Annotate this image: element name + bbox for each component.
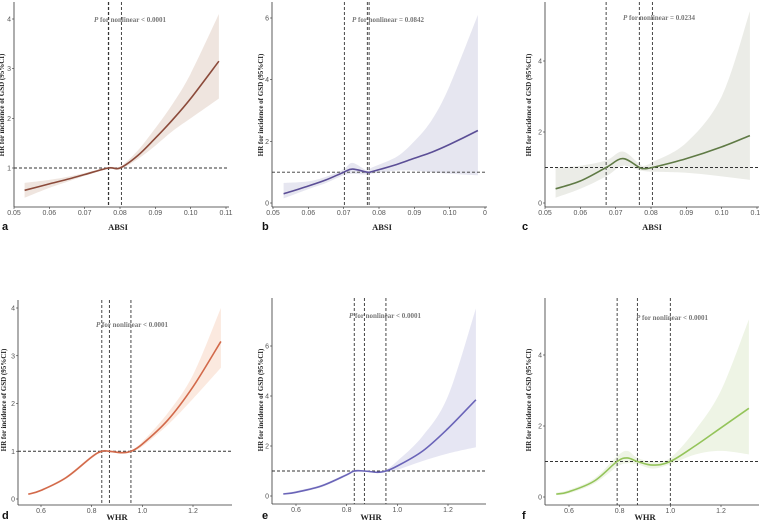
panel-letter: b bbox=[262, 221, 269, 233]
confidence-band bbox=[28, 308, 221, 496]
x-tick-label: 0.08 bbox=[372, 210, 386, 217]
x-axis-label: WHR bbox=[634, 512, 656, 521]
p-nonlinear-annotation: P for nonlinear < 0.0001 bbox=[636, 314, 708, 322]
y-tick-label: 4 bbox=[538, 353, 542, 360]
y-tick-label: 3 bbox=[11, 353, 15, 360]
y-tick-label: 4 bbox=[265, 77, 269, 84]
confidence-band bbox=[283, 308, 476, 495]
x-tick-label: 0.6 bbox=[564, 508, 574, 515]
panel-b: 0.05 0.06 0.07 0.08 0.09 0.10 0 0 2 4 6 ABSI HR for … bbox=[257, 2, 487, 233]
y-axis-label: HR for incidence of GSD (95%CI) bbox=[0, 348, 8, 451]
y-tick-label: 2 bbox=[538, 130, 542, 137]
panel-letter: d bbox=[2, 510, 9, 521]
y-axis-label: HR for incidence of GSD (95%CI) bbox=[257, 53, 265, 156]
x-tick-label: 0.8 bbox=[615, 508, 625, 515]
x-tick-label: 0.05 bbox=[7, 210, 21, 217]
y-tick-label: 0 bbox=[265, 201, 269, 208]
y-tick-label: 6 bbox=[265, 16, 269, 23]
x-tick-label: 0.8 bbox=[87, 508, 97, 515]
x-tick-label: 1.2 bbox=[188, 508, 198, 515]
panel-f: 0.6 0.8 1.0 1.2 0 2 4 WHR HR for incidence of GS… bbox=[522, 298, 759, 521]
panel-e: 0.6 0.8 1.0 1.2 0 2 4 6 WHR HR for incidence of G… bbox=[257, 298, 486, 521]
x-tick-label: 0.05 bbox=[266, 210, 280, 217]
y-tick-label: 0 bbox=[538, 495, 542, 502]
x-tick-label: 1.2 bbox=[716, 508, 726, 515]
x-tick-label: 0.6 bbox=[36, 508, 46, 515]
p-nonlinear-annotation: P for nonlinear = 0.0234 bbox=[623, 14, 695, 22]
y-tick-label: 2 bbox=[265, 139, 269, 146]
y-tick-label: 3 bbox=[7, 66, 11, 73]
y-tick-label: 0 bbox=[265, 494, 269, 501]
panel-letter: e bbox=[262, 510, 268, 521]
x-tick-label: 0.08 bbox=[113, 210, 127, 217]
x-tick-label: 0.10 bbox=[715, 210, 729, 217]
x-tick-label: 0.07 bbox=[337, 210, 351, 217]
y-tick-label: 1 bbox=[7, 166, 11, 173]
y-axis-label: HR for incidence of GSD (95%CI) bbox=[525, 348, 533, 451]
x-tick-label: 1.0 bbox=[665, 508, 675, 515]
panel-c: 0.05 0.06 0.07 0.08 0.09 0.10 0.11 0 2 4 ABSI HR fo… bbox=[522, 2, 760, 233]
hr-curve bbox=[24, 60, 220, 192]
p-nonlinear-annotation: P for nonlinear = 0.0842 bbox=[352, 16, 424, 24]
p-nonlinear-annotation: P for nonlinear < 0.0001 bbox=[349, 312, 421, 320]
panel-letter: a bbox=[2, 221, 9, 233]
y-tick-label: 4 bbox=[265, 394, 269, 401]
hr-curve bbox=[556, 407, 750, 495]
panel-d: 0.6 0.8 1.0 1.2 0 1 2 3 4 WHR HR for incidence of … bbox=[0, 300, 232, 521]
x-tick-label: 0 bbox=[483, 210, 487, 217]
x-axis-label: ABSI bbox=[108, 222, 129, 232]
y-tick-label: 2 bbox=[11, 401, 15, 408]
p-nonlinear-annotation: P for nonlinear < 0.0001 bbox=[94, 16, 166, 24]
y-tick-label: 4 bbox=[11, 306, 15, 313]
x-tick-label: 1.2 bbox=[443, 507, 453, 514]
y-tick-label: 2 bbox=[265, 444, 269, 451]
x-tick-label: 0.07 bbox=[609, 210, 623, 217]
x-axis-label: WHR bbox=[360, 512, 382, 521]
x-tick-label: 0.09 bbox=[149, 210, 163, 217]
y-tick-label: 6 bbox=[265, 344, 269, 351]
x-axis-label: ABSI bbox=[372, 222, 393, 232]
hr-curve bbox=[28, 340, 222, 495]
confidence-band bbox=[555, 11, 750, 198]
panel-a: 0.05 0.06 0.07 0.08 0.09 0.10 0.11 1 2 3 4 ABSI HR f… bbox=[0, 2, 233, 233]
y-tick-label: 1 bbox=[11, 449, 15, 456]
x-axis-label: ABSI bbox=[642, 222, 663, 232]
hr-curve bbox=[283, 399, 477, 495]
y-tick-label: 2 bbox=[538, 424, 542, 431]
x-tick-label: 0.08 bbox=[644, 210, 658, 217]
x-tick-label: 0.8 bbox=[342, 507, 352, 514]
confidence-band bbox=[283, 14, 478, 199]
panel-letter: f bbox=[522, 510, 526, 521]
x-tick-label: 0.10 bbox=[184, 210, 198, 217]
x-tick-label: 0.11 bbox=[750, 210, 760, 217]
x-tick-label: 0.06 bbox=[302, 210, 316, 217]
y-tick-label: 2 bbox=[7, 116, 11, 123]
p-nonlinear-annotation: P for nonlinear < 0.0001 bbox=[96, 321, 168, 329]
y-axis-label: HR for incidence of GSD (95%CI) bbox=[0, 53, 6, 156]
x-tick-label: 0.6 bbox=[291, 507, 301, 514]
x-tick-label: 1.0 bbox=[137, 508, 147, 515]
x-tick-label: 0.11 bbox=[219, 210, 232, 217]
y-axis-label: HR for incidence of GSD (95%CI) bbox=[525, 53, 533, 156]
x-tick-label: 0.06 bbox=[43, 210, 57, 217]
x-tick-label: 0.09 bbox=[408, 210, 422, 217]
y-tick-label: 0 bbox=[11, 497, 15, 504]
hr-curve bbox=[283, 129, 479, 195]
x-tick-label: 0.10 bbox=[443, 210, 457, 217]
x-tick-label: 0.05 bbox=[538, 210, 552, 217]
x-tick-label: 1.0 bbox=[392, 507, 402, 514]
y-tick-label: 0 bbox=[538, 201, 542, 208]
x-axis-label: WHR bbox=[106, 512, 128, 521]
x-tick-label: 0.07 bbox=[78, 210, 92, 217]
y-tick-label: 4 bbox=[7, 17, 11, 24]
y-tick-label: 4 bbox=[538, 59, 542, 66]
x-tick-label: 0.06 bbox=[574, 210, 588, 217]
confidence-band bbox=[556, 319, 749, 496]
y-axis-label: HR for incidence of GSD (95%CI) bbox=[257, 348, 265, 451]
hr-curve bbox=[555, 134, 751, 190]
x-tick-label: 0.09 bbox=[680, 210, 694, 217]
panel-letter: c bbox=[522, 221, 528, 233]
confidence-band bbox=[24, 14, 219, 198]
